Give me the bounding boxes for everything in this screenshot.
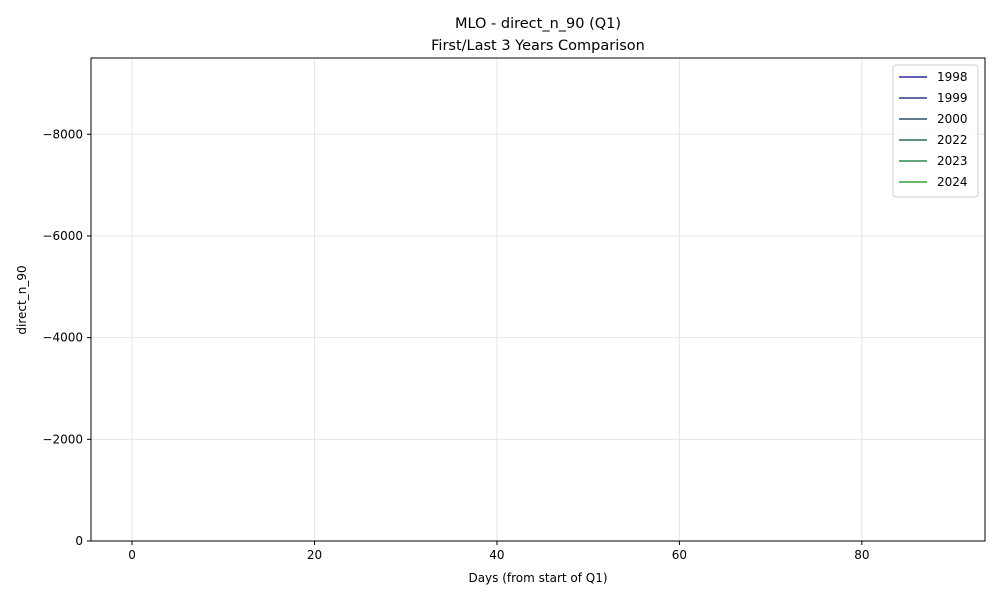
y-axis-ticks: 0 −2000 −4000 −6000 −8000	[42, 127, 91, 548]
x-tick-label: 80	[854, 548, 869, 562]
y-tick-label: 0	[75, 534, 83, 548]
y-tick-label: −6000	[42, 229, 83, 243]
x-tick-label: 0	[128, 548, 136, 562]
y-tick-label: −4000	[42, 331, 83, 345]
legend-label-2023: 2023	[937, 154, 968, 168]
legend-label-1999: 1999	[937, 91, 968, 105]
legend-label-2024: 2024	[937, 175, 968, 189]
y-tick-label: −2000	[42, 432, 83, 446]
legend-label-1998: 1998	[937, 70, 968, 84]
x-tick-label: 20	[307, 548, 322, 562]
y-axis-label: direct_n_90	[15, 265, 29, 334]
x-tick-label: 40	[489, 548, 504, 562]
chart-subtitle: First/Last 3 Years Comparison	[431, 38, 645, 54]
x-axis-ticks: 0 20 40 60 80	[128, 541, 869, 562]
x-tick-label: 60	[672, 548, 687, 562]
plot-area	[90, 57, 986, 542]
legend-label-2022: 2022	[937, 133, 968, 147]
y-tick-label: −8000	[42, 127, 83, 141]
grid	[91, 58, 985, 542]
legend-label-2000: 2000	[937, 112, 968, 126]
legend: 1998 1999 2000 2022 2023 2024	[892, 64, 979, 198]
x-axis-label: Days (from start of Q1)	[468, 571, 607, 585]
chart-title: MLO - direct_n_90 (Q1)	[455, 16, 621, 32]
